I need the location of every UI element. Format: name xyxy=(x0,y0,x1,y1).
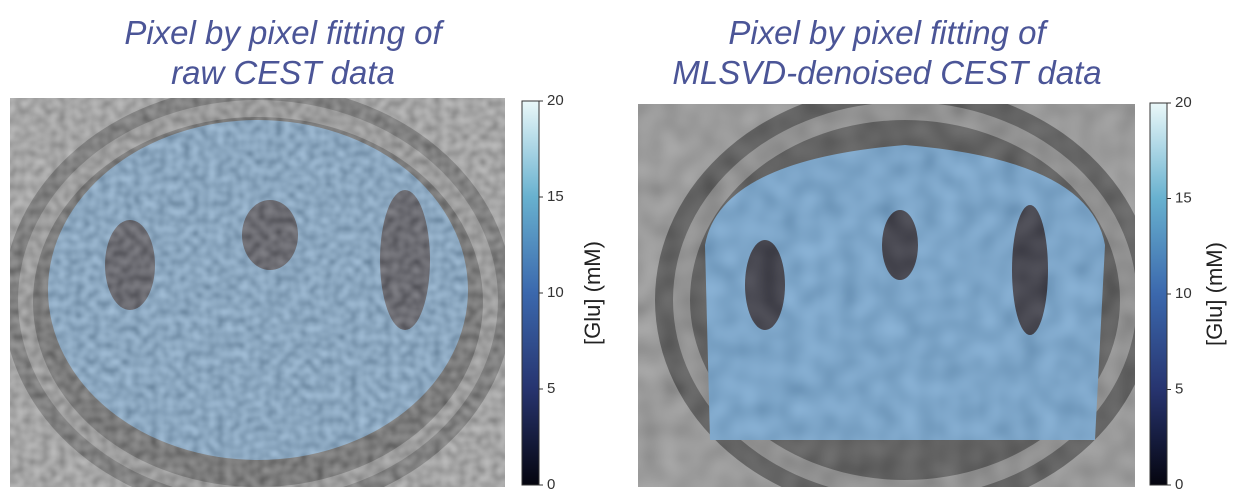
tick-label: 20 xyxy=(547,92,564,109)
tick-label: 5 xyxy=(1175,380,1183,397)
tick-label: 10 xyxy=(547,284,564,301)
tick-label: 15 xyxy=(547,188,564,205)
tick-label: 0 xyxy=(1175,476,1183,491)
tick-label: 15 xyxy=(1175,189,1192,206)
colorbar-label: [Glu] (mM) xyxy=(580,241,605,345)
panel-title: raw CEST data xyxy=(171,54,395,91)
panel-title: Pixel by pixel fitting of xyxy=(728,14,1049,51)
tick-label: 5 xyxy=(547,380,555,397)
tick-label: 10 xyxy=(1175,285,1192,302)
colorbar-label: [Glu] (mM) xyxy=(1202,242,1227,346)
tick-label: 20 xyxy=(1175,94,1192,111)
colorbar xyxy=(521,100,540,486)
map-image xyxy=(638,104,1135,487)
panel-title: Pixel by pixel fitting of xyxy=(124,14,445,51)
panel-title: MLSVD-denoised CEST data xyxy=(672,54,1101,91)
colorbar xyxy=(1149,102,1168,486)
map-image xyxy=(10,98,505,487)
tick-label: 0 xyxy=(547,476,555,491)
